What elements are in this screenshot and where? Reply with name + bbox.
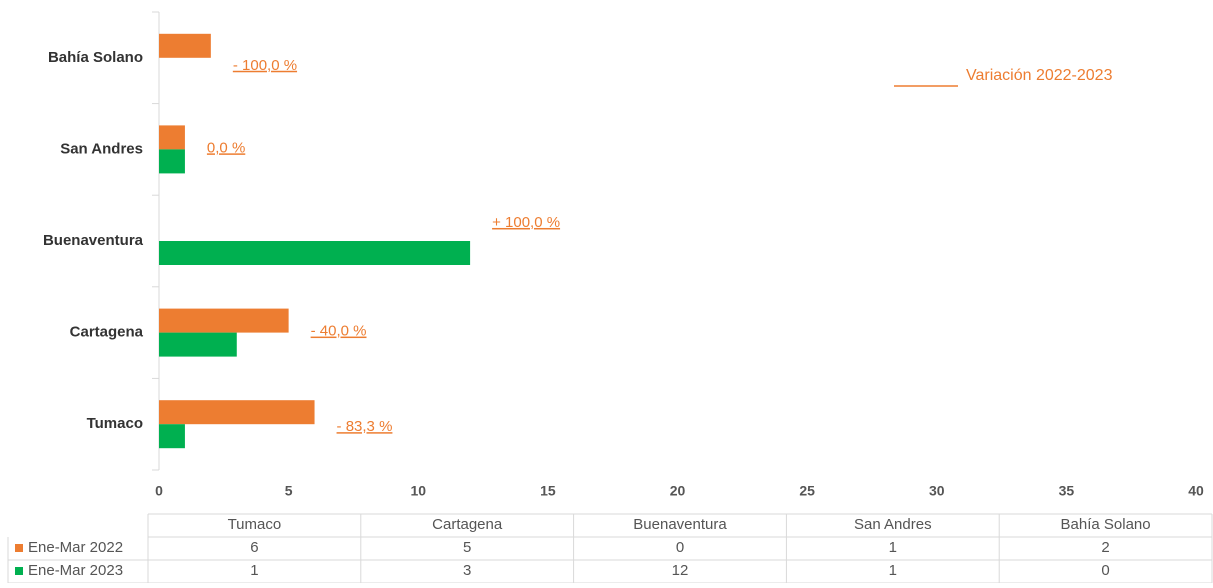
- x-tick-label: 5: [285, 483, 293, 499]
- x-tick-label: 30: [929, 483, 945, 499]
- table-value: 5: [463, 539, 471, 556]
- category-label: Tumaco: [87, 415, 143, 432]
- bar: [159, 332, 237, 357]
- legend-label: Ene-Mar 2022: [28, 539, 123, 556]
- table-header: Buenaventura: [633, 516, 727, 533]
- table-value: 6: [250, 539, 258, 556]
- x-tick-label: 10: [410, 483, 426, 499]
- x-tick-label: 0: [155, 483, 163, 499]
- table-header: Cartagena: [432, 516, 503, 533]
- annotation-legend: Variación 2022-2023: [966, 67, 1113, 84]
- bar: [159, 33, 211, 58]
- table-value: 0: [676, 539, 684, 556]
- legend-label: Ene-Mar 2023: [28, 562, 123, 579]
- table-value: 3: [463, 562, 471, 579]
- x-tick-label: 20: [670, 483, 686, 499]
- legend-swatch: [15, 567, 23, 575]
- legend-swatch: [15, 544, 23, 552]
- category-label: Cartagena: [70, 324, 144, 341]
- table-value: 12: [672, 562, 689, 579]
- table-value: 1: [250, 562, 258, 579]
- table-header: San Andres: [854, 516, 932, 533]
- table-value: 0: [1101, 562, 1109, 579]
- variation-label: 0,0 %: [207, 139, 245, 156]
- category-label: San Andres: [60, 140, 143, 157]
- category-label: Bahía Solano: [48, 49, 143, 66]
- bar: [159, 241, 471, 265]
- x-tick-label: 35: [1059, 483, 1075, 499]
- category-label: Buenaventura: [43, 232, 144, 249]
- bar: [159, 400, 315, 425]
- bar: [159, 149, 185, 174]
- variation-label: - 83,3 %: [337, 418, 393, 435]
- variation-label: + 100,0 %: [492, 214, 560, 231]
- x-tick-label: 25: [799, 483, 815, 499]
- bar: [159, 125, 185, 150]
- variation-label: - 100,0 %: [233, 57, 297, 74]
- table-value: 1: [889, 539, 897, 556]
- table-header: Bahía Solano: [1061, 516, 1151, 533]
- bar: [159, 308, 289, 333]
- table-header: Tumaco: [228, 516, 282, 533]
- bar: [159, 424, 185, 449]
- x-tick-label: 40: [1188, 483, 1204, 499]
- x-tick-label: 15: [540, 483, 556, 499]
- table-value: 2: [1101, 539, 1109, 556]
- variation-label: - 40,0 %: [311, 323, 367, 340]
- table-value: 1: [889, 562, 897, 579]
